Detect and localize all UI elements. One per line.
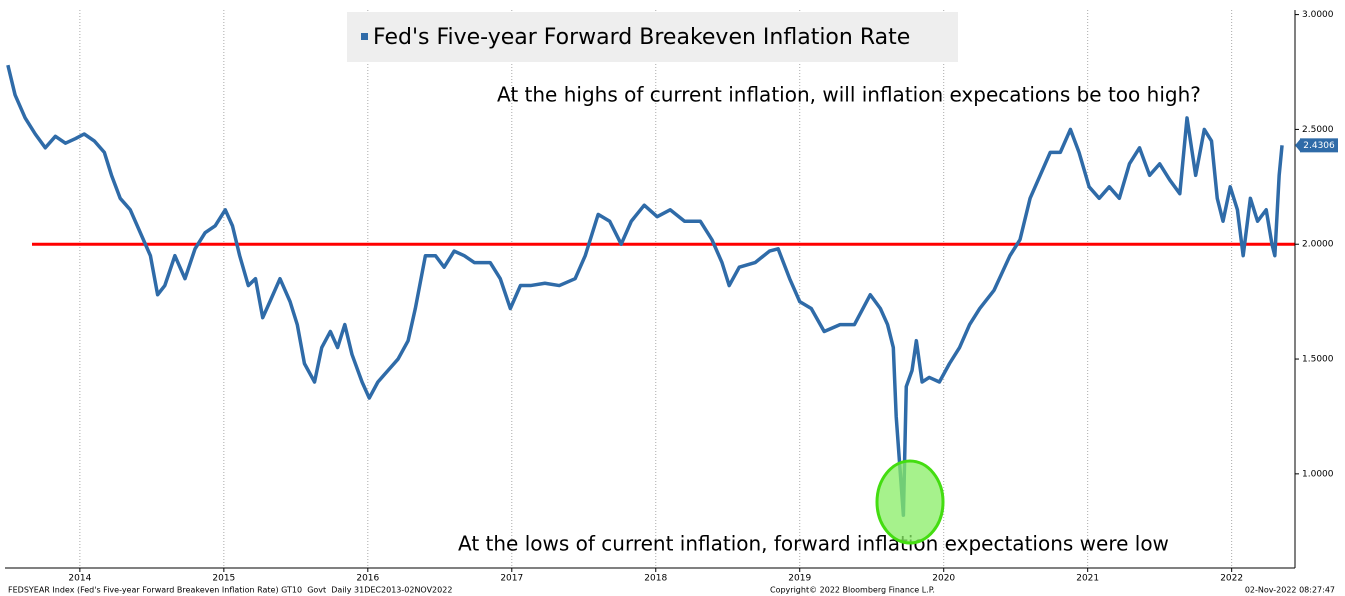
y-tick-label: 2.5000 <box>1302 125 1334 135</box>
footer-center: Copyright© 2022 Bloomberg Finance L.P. <box>770 586 935 595</box>
x-tick-label: 2020 <box>932 574 955 584</box>
highlight-ellipse <box>875 459 945 545</box>
series-line <box>6 64 1284 517</box>
x-tick-label: 2016 <box>356 574 379 584</box>
annotation: At the lows of current inflation, forwar… <box>458 532 1169 556</box>
legend-box <box>347 12 958 62</box>
last-value-label: 2.4306 <box>1303 141 1335 151</box>
x-tick-label: 2022 <box>1220 574 1243 584</box>
y-tick-label: 2.0000 <box>1302 240 1334 250</box>
last-value-box <box>1300 138 1338 153</box>
x-tick-label: 2019 <box>788 574 811 584</box>
footer-right: 02-Nov-2022 08:27:47 <box>1245 586 1335 595</box>
annotation: At the highs of current inflation, will … <box>497 83 1201 107</box>
x-tick-label: 2015 <box>212 574 235 584</box>
footer-left: FEDSYEAR Index (Fed's Five-year Forward … <box>8 586 452 595</box>
legend-label: Fed's Five-year Forward Breakeven Inflat… <box>373 25 910 50</box>
plot <box>6 64 1295 517</box>
y-tick-label: 3.0000 <box>1302 10 1334 20</box>
legend-marker <box>361 33 368 40</box>
last-value-pointer <box>1295 139 1300 152</box>
grid <box>79 10 1233 568</box>
x-tick-label: 2017 <box>500 574 523 584</box>
x-tick-label: 2018 <box>644 574 667 584</box>
x-tick-label: 2014 <box>68 574 91 584</box>
y-tick-label: 1.5000 <box>1302 355 1334 365</box>
y-tick-label: 1.0000 <box>1302 469 1334 479</box>
x-tick-label: 2021 <box>1076 574 1099 584</box>
